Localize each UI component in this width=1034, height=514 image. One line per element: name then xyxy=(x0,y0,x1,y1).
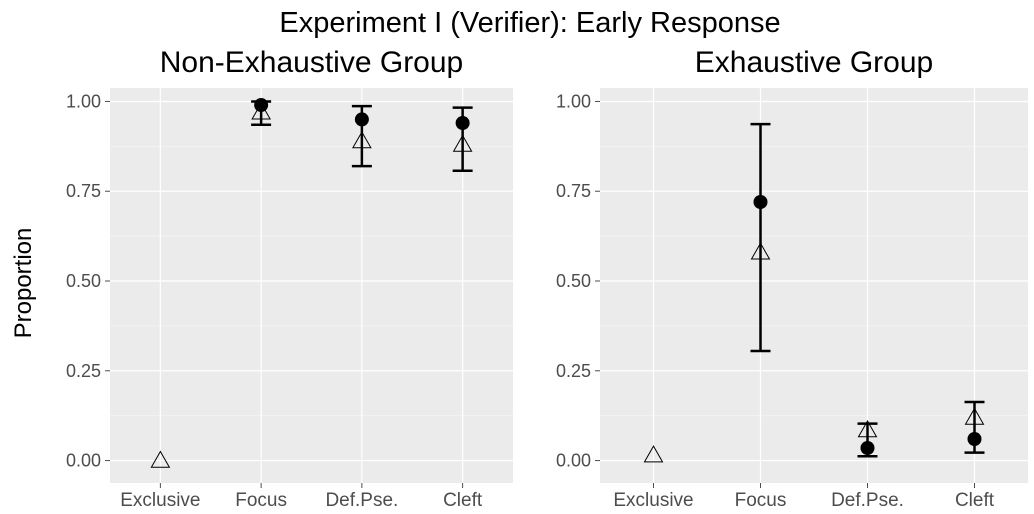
point-circle-cleft xyxy=(968,432,982,446)
y-tick-label: 0.50 xyxy=(66,271,101,291)
plot-background xyxy=(600,88,1028,483)
x-tick-label-cleft: Cleft xyxy=(955,490,995,511)
panel-non-exhaustive: Non-Exhaustive Group 0.00 0.25 0.50 0.75 1.00… xyxy=(66,46,513,511)
x-tick-label-exclusive: Exclusive xyxy=(120,490,200,511)
y-tick-label: 0.75 xyxy=(556,181,591,201)
x-tick-label-cleft: Cleft xyxy=(443,490,483,511)
y-tick-label: 0.75 xyxy=(66,181,101,201)
panel-title: Non-Exhaustive Group xyxy=(160,46,464,79)
x-tick-label-focus: Focus xyxy=(235,490,287,511)
x-tick-label-def-pse: Def.Pse. xyxy=(831,490,904,511)
point-circle-def-pse xyxy=(861,441,875,455)
panel-exhaustive: Exhaustive Group 0.00 0.25 0.50 0.75 1.00 Excl… xyxy=(556,46,1028,511)
point-circle-focus xyxy=(754,195,768,209)
plot-background xyxy=(110,88,513,483)
panel-title: Exhaustive Group xyxy=(695,46,933,79)
y-tick-label: 0.50 xyxy=(556,271,591,291)
y-tick-label: 1.00 xyxy=(66,91,101,111)
y-axis-label: Proportion xyxy=(10,228,37,339)
y-tick-label: 0.00 xyxy=(66,451,101,471)
y-tick-label: 1.00 xyxy=(556,91,591,111)
x-tick-label-def-pse: Def.Pse. xyxy=(325,490,398,511)
x-tick-label-exclusive: Exclusive xyxy=(613,490,693,511)
point-circle-def-pse xyxy=(355,112,369,126)
y-tick-label: 0.25 xyxy=(66,361,101,381)
point-circle-cleft xyxy=(456,116,470,130)
y-tick-label: 0.00 xyxy=(556,451,591,471)
point-circle-focus xyxy=(254,98,268,112)
figure-title: Experiment I (Verifier): Early Response xyxy=(279,7,780,39)
y-tick-label: 0.25 xyxy=(556,361,591,381)
x-tick-label-focus: Focus xyxy=(735,490,787,511)
